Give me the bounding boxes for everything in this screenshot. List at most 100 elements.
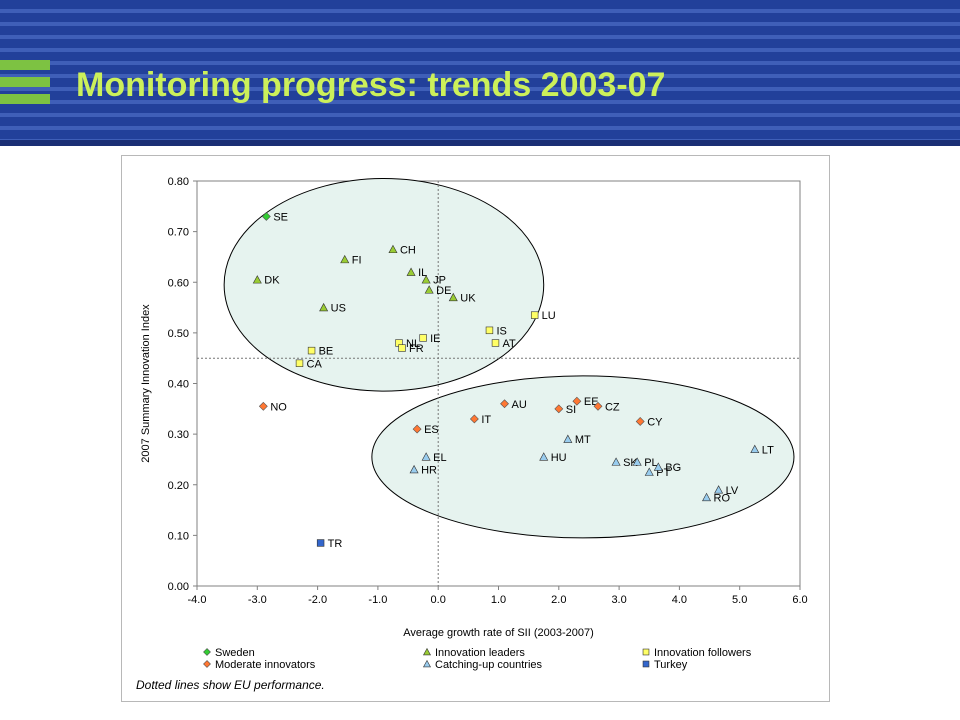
point-label-au: AU <box>512 399 527 411</box>
point-label-sk: SK <box>623 457 638 469</box>
x-tick-label: 0.0 <box>431 594 446 606</box>
point-label-hu: HU <box>551 452 567 464</box>
y-tick-label: 0.60 <box>168 277 189 289</box>
point-label-lv: LV <box>726 485 739 497</box>
y-axis-label: 2007 Summary Innovation Index <box>140 304 152 463</box>
point-label-el: EL <box>433 452 446 464</box>
y-tick-label: 0.70 <box>168 227 189 239</box>
data-point-hr <box>409 464 419 474</box>
data-point-au <box>500 399 509 409</box>
point-label-lu: LU <box>542 310 556 322</box>
data-point-no <box>258 401 268 411</box>
data-point-bg <box>653 462 663 471</box>
point-label-fr: FR <box>409 343 424 355</box>
data-point-cy <box>635 417 645 426</box>
legend-marker-1 <box>422 647 432 656</box>
chart-note: Dotted lines show EU performance. <box>136 678 325 692</box>
cluster-ellipse-upper-cluster <box>223 177 545 392</box>
data-point-lv <box>714 485 724 494</box>
x-tick-label: 1.0 <box>491 594 506 606</box>
legend-label-5: Turkey <box>654 659 688 671</box>
data-point-dk <box>252 275 262 284</box>
y-tick-label: 0.00 <box>168 581 189 593</box>
point-label-fi: FI <box>352 254 362 266</box>
data-point-hu <box>539 452 549 461</box>
data-point-uk <box>448 292 458 302</box>
data-point-is <box>485 326 494 335</box>
data-point-ch <box>388 244 398 254</box>
data-point-it <box>469 414 479 424</box>
point-label-cz: CZ <box>605 401 620 413</box>
data-point-ie <box>419 334 427 342</box>
x-tick-label: -2.0 <box>308 594 327 606</box>
legend-label-3: Moderate innovators <box>215 659 316 671</box>
page-title: Monitoring progress: trends 2003-07 <box>76 66 666 104</box>
legend-marker-5 <box>642 660 650 668</box>
data-point-jp <box>421 275 431 284</box>
data-point-pl <box>632 457 642 466</box>
point-label-at: AT <box>502 338 516 350</box>
data-point-cz <box>593 401 603 411</box>
x-tick-label: 5.0 <box>732 594 747 606</box>
legend-label-4: Catching-up countries <box>435 659 543 671</box>
point-label-us: US <box>331 303 346 315</box>
x-axis-label: Average growth rate of SII (2003-2007) <box>403 627 594 639</box>
legend-marker-4 <box>422 659 432 668</box>
legend-label-2: Innovation followers <box>654 647 752 659</box>
legend-marker-2 <box>642 648 650 656</box>
point-label-bg: BG <box>665 462 681 474</box>
data-point-us <box>319 302 329 312</box>
data-point-si <box>554 404 564 414</box>
legend-marker-0 <box>203 648 211 656</box>
point-label-il: IL <box>418 267 427 279</box>
data-point-ee <box>572 396 582 406</box>
menu-bars-icon <box>0 60 50 106</box>
data-point-lt <box>750 444 760 454</box>
y-tick-label: 0.20 <box>168 480 189 492</box>
data-point-de <box>424 285 434 294</box>
x-tick-label: -3.0 <box>248 594 267 606</box>
point-label-ch: CH <box>400 244 416 256</box>
point-label-nl: NL <box>406 338 420 350</box>
header-divider <box>0 140 960 146</box>
data-point-ca <box>295 359 304 367</box>
legend-label-1: Innovation leaders <box>435 647 525 659</box>
x-tick-label: -1.0 <box>368 594 387 606</box>
point-label-is: IS <box>496 325 506 337</box>
y-tick-label: 0.40 <box>168 379 189 391</box>
point-label-hr: HR <box>421 465 437 477</box>
point-label-ro: RO <box>714 492 731 504</box>
x-tick-label: 4.0 <box>672 594 687 606</box>
point-label-jp: JP <box>433 275 446 287</box>
data-point-lu <box>530 311 539 319</box>
legend-label-0: Sweden <box>215 647 255 659</box>
point-label-se: SE <box>273 211 288 223</box>
data-point-es <box>412 424 422 434</box>
y-tick-label: 0.50 <box>168 328 189 340</box>
point-label-ca: CA <box>307 358 323 370</box>
legend-marker-3 <box>203 660 211 668</box>
point-label-de: DE <box>436 285 451 297</box>
data-point-be <box>307 346 316 355</box>
x-tick-label: 3.0 <box>611 594 626 606</box>
x-tick-label: 6.0 <box>792 594 807 606</box>
cluster-ellipse-lower-cluster <box>371 375 795 539</box>
data-point-pt <box>644 467 654 476</box>
header-banner <box>0 0 960 145</box>
data-point-tr <box>316 539 325 547</box>
point-label-cy: CY <box>647 416 663 428</box>
data-point-fi <box>340 254 350 264</box>
point-label-es: ES <box>424 424 439 436</box>
point-label-mt: MT <box>575 434 591 446</box>
y-tick-label: 0.80 <box>168 176 189 188</box>
data-point-el <box>421 452 431 461</box>
x-tick-label: 2.0 <box>551 594 566 606</box>
y-tick-label: 0.30 <box>168 429 189 441</box>
y-tick-label: 0.10 <box>168 530 189 542</box>
data-point-at <box>491 339 500 347</box>
x-tick-label: -4.0 <box>188 594 207 606</box>
point-label-dk: DK <box>264 275 280 287</box>
point-label-it: IT <box>481 414 491 426</box>
point-label-tr: TR <box>328 538 343 550</box>
